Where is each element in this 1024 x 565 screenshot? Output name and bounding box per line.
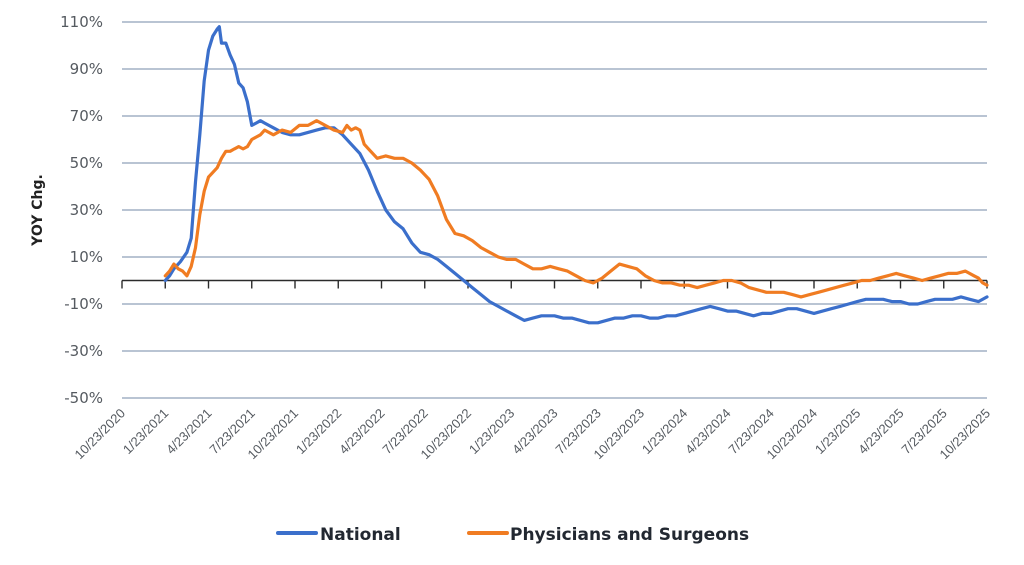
y-tick-label: -10%	[64, 295, 103, 313]
y-tick-label: -30%	[64, 342, 103, 360]
x-tick-label: 1/23/2023	[466, 406, 518, 458]
y-tick-label: 70%	[70, 107, 103, 125]
x-tick-label: 4/23/2024	[682, 406, 734, 458]
gridlines	[122, 21, 987, 399]
y-tick-label: 90%	[70, 60, 103, 78]
series-line-physicians-and-surgeons	[163, 119, 989, 299]
y-tick-label: 110%	[60, 13, 103, 31]
x-tick-label: 10/23/2020	[71, 406, 128, 463]
x-axis-ticks: 10/23/20201/23/20214/23/20217/23/202110/…	[71, 406, 993, 463]
series-lines	[163, 25, 989, 325]
y-tick-label: 10%	[70, 248, 103, 266]
legend: National Physicians and Surgeons	[276, 525, 749, 545]
x-tick-label: 4/23/2025	[855, 406, 907, 458]
x-tick-label: 4/23/2022	[336, 406, 388, 458]
y-tick-label: -50%	[64, 389, 103, 407]
y-axis-ticks: 110% 90% 70% 50% 30% 10% -10% -30% -50%	[60, 13, 103, 407]
y-tick-label: 30%	[70, 201, 103, 219]
x-tick-label: 1/23/2022	[293, 406, 345, 458]
x-tick-label: 1/23/2025	[812, 406, 864, 458]
y-tick-label: 50%	[70, 154, 103, 172]
x-tick-label: 1/23/2024	[639, 406, 691, 458]
x-tick-label: 4/23/2021	[163, 406, 215, 458]
y-axis-label: YOY Chg.	[30, 174, 46, 247]
x-tick-label: 1/23/2021	[120, 406, 172, 458]
x-tick-label: 4/23/2023	[509, 406, 561, 458]
legend-label-physicians: Physicians and Surgeons	[510, 525, 749, 545]
series-line-national	[163, 25, 989, 325]
legend-label-national: National	[320, 525, 401, 545]
